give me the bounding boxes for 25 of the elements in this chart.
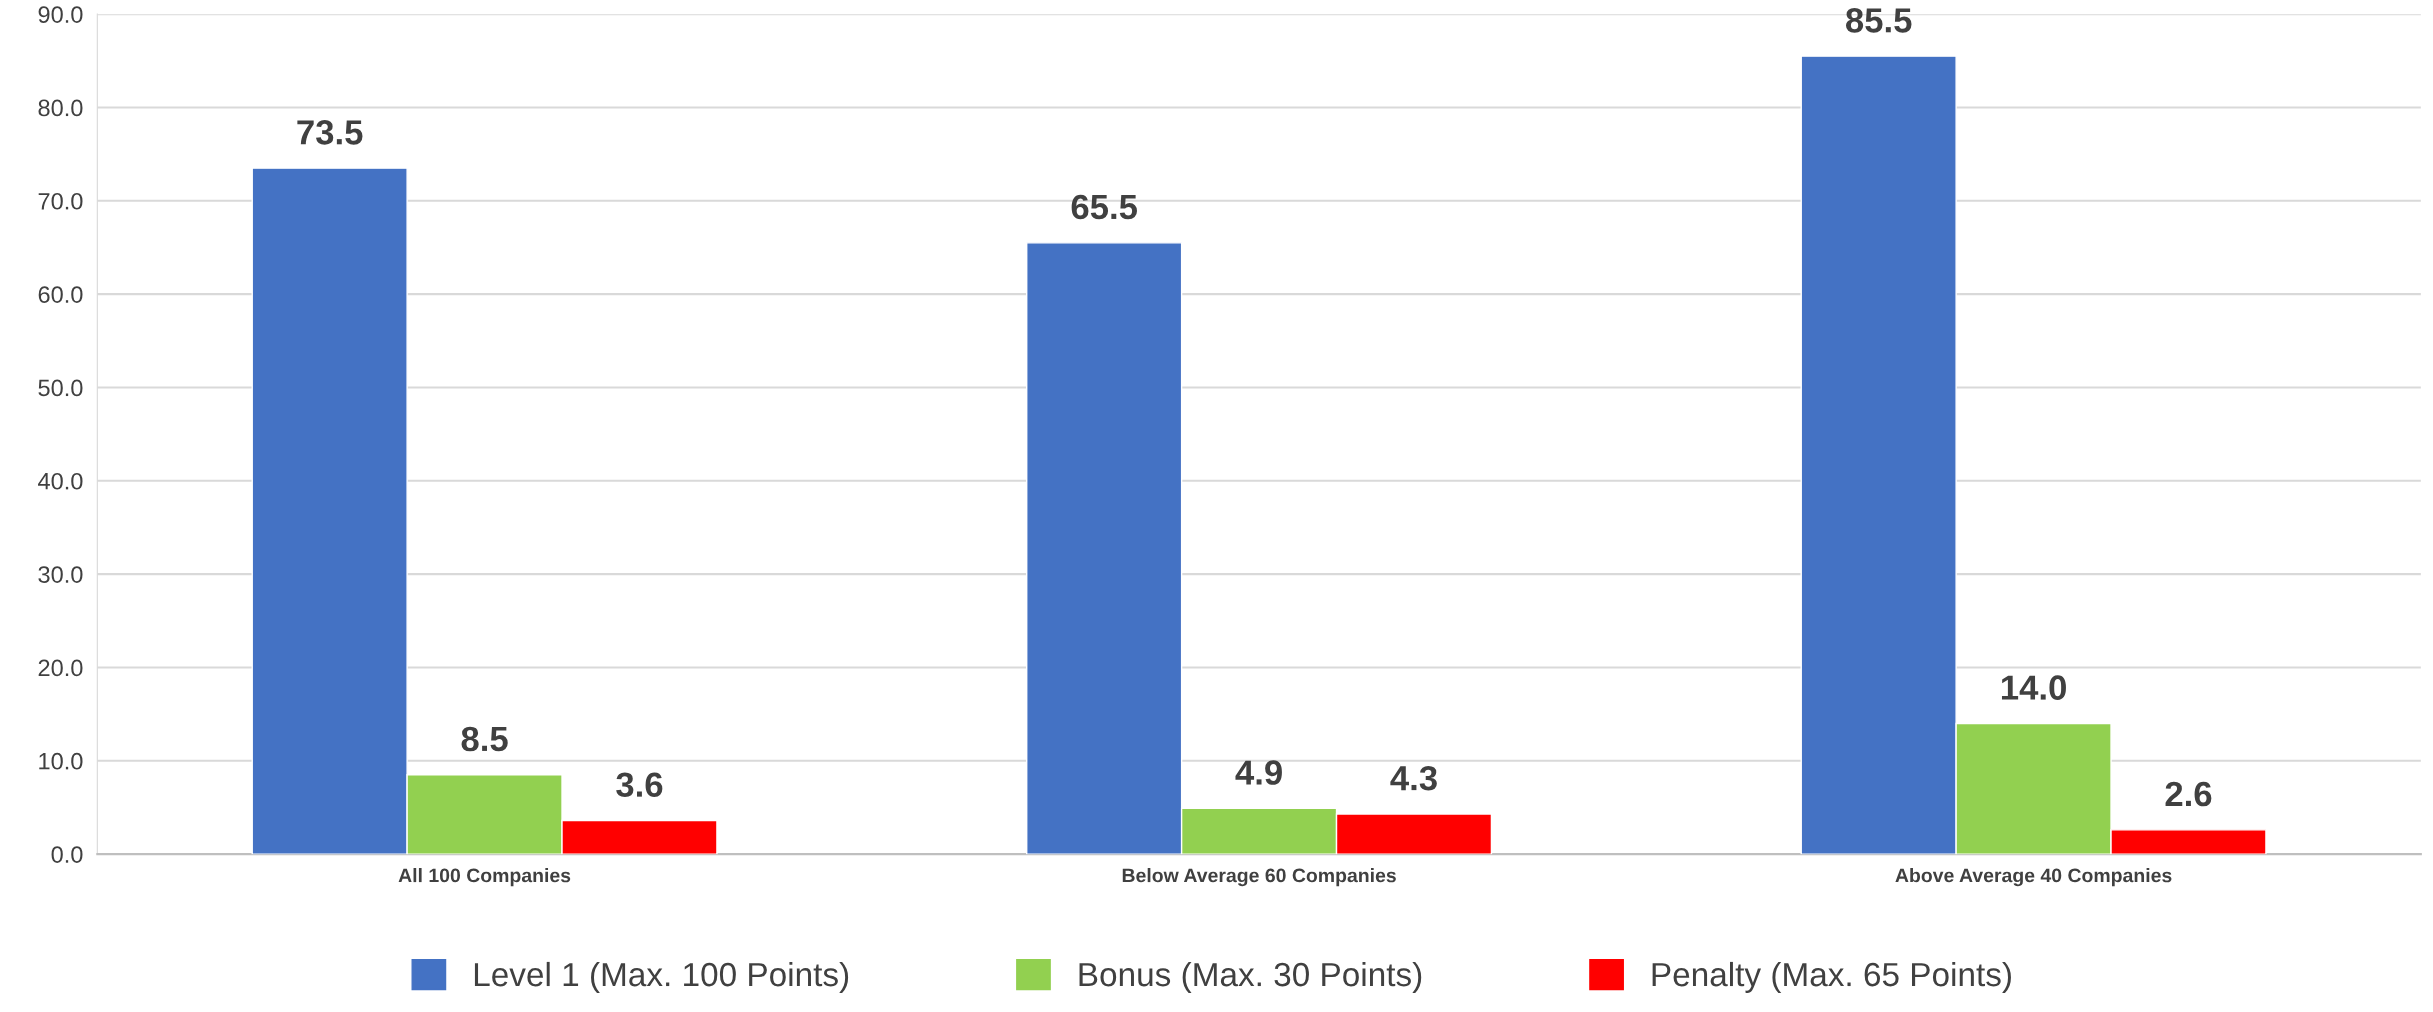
x-tick-label: Below Average 60 Companies (1122, 868, 1396, 887)
legend-label: Penalty (Max. 65 Points) (1652, 961, 2011, 993)
y-tick-label: 80.0 (38, 99, 83, 117)
legend-label: Bonus (Max. 30 Points) (1079, 961, 1422, 993)
data-label: 8.5 (461, 726, 508, 752)
data-label: 2.6 (2165, 781, 2212, 807)
legend-label: Level 1 (Max. 100 Points) (474, 961, 849, 993)
y-tick-label: 0.0 (51, 846, 83, 863)
data-label: 85.5 (1846, 8, 1912, 33)
y-tick-label: 10.0 (39, 752, 83, 770)
y-tick-label: 90.0 (38, 6, 83, 23)
y-tick-label: 20.0 (38, 659, 83, 677)
data-label: 65.5 (1071, 194, 1137, 220)
data-label: 4.9 (1235, 760, 1282, 785)
x-tick-label: Above Average 40 Companies (1895, 868, 2172, 887)
data-label: 3.6 (616, 772, 663, 798)
data-label: 14.0 (2001, 675, 2066, 700)
y-tick-label: 30.0 (38, 566, 83, 583)
y-tick-label: 40.0 (38, 472, 83, 490)
y-tick-label: 50.0 (38, 379, 83, 397)
x-tick-label: All 100 Companies (398, 868, 571, 887)
data-label: 4.3 (1390, 765, 1437, 791)
y-tick-label: 60.0 (38, 286, 83, 303)
data-label: 73.5 (297, 120, 363, 145)
y-tick-label: 70.0 (38, 192, 83, 210)
